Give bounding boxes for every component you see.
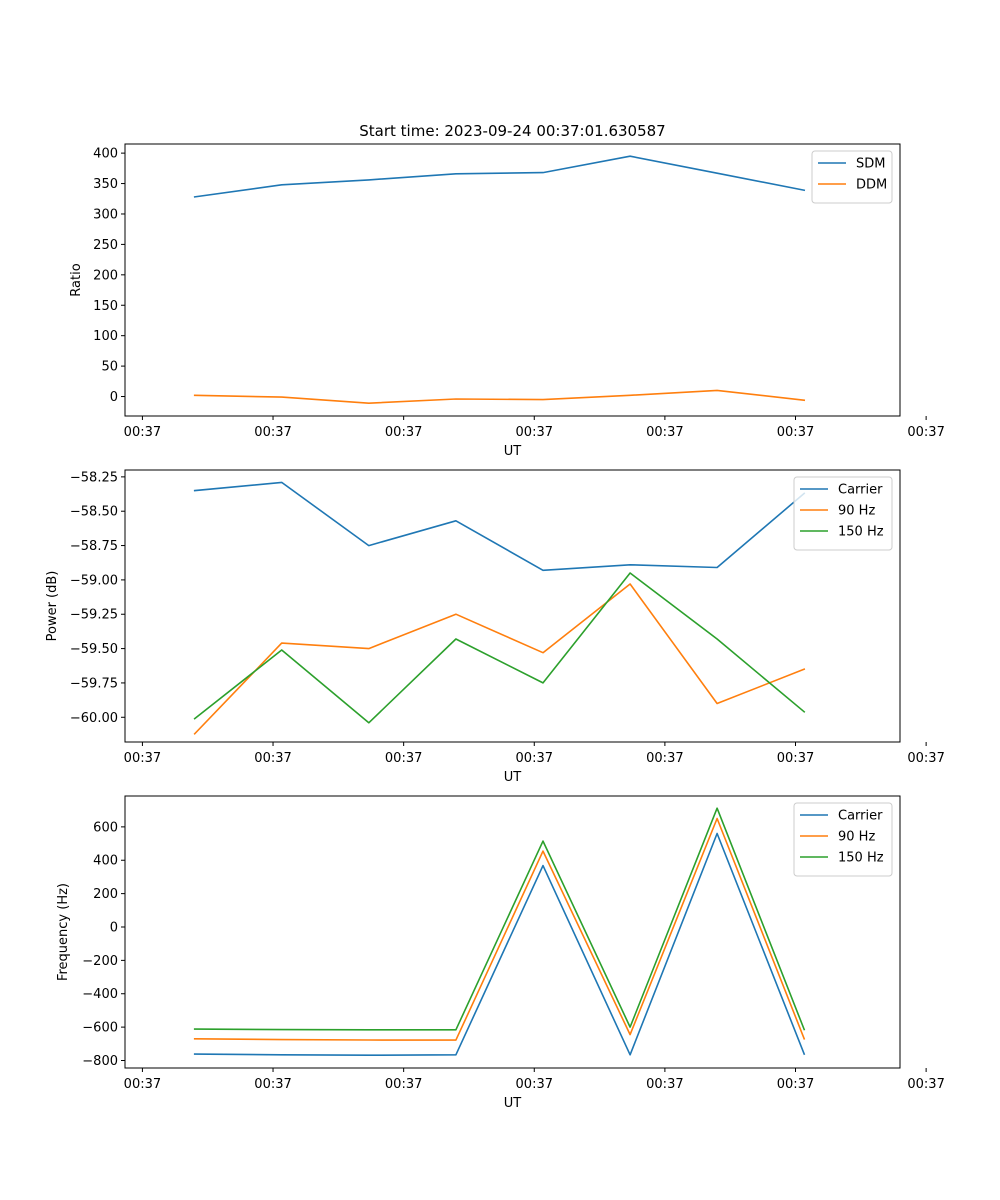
power-y-tick-label: −59.75: [70, 676, 118, 691]
power-x-tick-label: 00:37: [254, 751, 291, 766]
ratio-x-tick-label: 00:37: [646, 425, 683, 440]
ratio-x-tick-label: 00:37: [254, 425, 291, 440]
ratio-x-tick-label: 00:37: [907, 425, 944, 440]
power-y-tick-label: −58.50: [70, 505, 118, 520]
frequency-x-tick-label: 00:37: [124, 1077, 161, 1092]
ratio-series-line-ddm: [193, 389, 806, 405]
frequency-y-tick-label: −400: [82, 987, 118, 1002]
ratio-legend-box: [811, 150, 893, 204]
frequency-x-tick-label: 00:37: [777, 1077, 814, 1092]
ratio-y-tick-label: 350: [93, 177, 118, 192]
power-y-tick-label: −58.25: [70, 470, 118, 485]
ratio-series-line-sdm: [193, 155, 806, 198]
ratio-x-tick-label: 00:37: [385, 425, 422, 440]
frequency-legend-label: 150 Hz: [838, 851, 884, 866]
frequency-x-axis-label: UT: [504, 1096, 522, 1111]
power-y-tick-label: −59.25: [70, 608, 118, 623]
frequency-x-tick-label: 00:37: [646, 1077, 683, 1092]
power-legend-label: Carrier: [838, 483, 883, 498]
frequency-legend-label: 90 Hz: [838, 830, 875, 845]
ratio-y-tick-label: 250: [93, 238, 118, 253]
ratio-panel: 0 50 100 150 200 250 300 350 400 00:37 00:37 00:37 0…: [69, 143, 945, 459]
power-x-tick-label: 00:37: [777, 751, 814, 766]
frequency-y-tick-label: 600: [93, 820, 118, 835]
power-axes-frame: [124, 469, 901, 743]
ratio-legend-label: DDM: [856, 178, 887, 193]
power-y-tick-label: −60.00: [70, 711, 118, 726]
ratio-x-tick-label: 00:37: [124, 425, 161, 440]
frequency-series-line-150-hz: [193, 807, 806, 1031]
power-x-axis-label: UT: [504, 770, 522, 785]
power-series-line-90-hz: [193, 583, 806, 735]
ratio-axes-frame: [124, 143, 901, 417]
power-x-tick-label: 00:37: [907, 751, 944, 766]
power-x-tick-label: 00:37: [124, 751, 161, 766]
ratio-y-tick-label: 150: [93, 299, 118, 314]
ratio-y-tick-label: 0: [110, 390, 118, 405]
power-y-tick-label: −59.50: [70, 642, 118, 657]
ratio-legend-label: SDM: [856, 157, 885, 172]
power-x-tick-label: 00:37: [385, 751, 422, 766]
power-y-axis-label: Power (dB): [45, 571, 60, 642]
power-x-tick-label: 00:37: [516, 751, 553, 766]
power-series-line-carrier: [193, 481, 806, 572]
ratio-y-tick-label: 100: [93, 329, 118, 344]
frequency-y-tick-label: −200: [82, 954, 118, 969]
figure-title: Start time: 2023-09-24 00:37:01.630587: [359, 122, 665, 140]
frequency-x-tick-label: 00:37: [516, 1077, 553, 1092]
frequency-series-line-90-hz: [193, 817, 806, 1041]
frequency-x-tick-label: 00:37: [385, 1077, 422, 1092]
ratio-y-tick-label: 300: [93, 207, 118, 222]
ratio-x-tick-label: 00:37: [516, 425, 553, 440]
power-x-tick-label: 00:37: [646, 751, 683, 766]
frequency-y-tick-label: −600: [82, 1021, 118, 1036]
ratio-y-tick-label: 400: [93, 147, 118, 162]
ratio-y-tick-label: 50: [101, 360, 118, 375]
power-y-tick-label: −59.00: [70, 573, 118, 588]
frequency-series-line-carrier: [193, 832, 806, 1056]
frequency-y-tick-label: 0: [110, 920, 118, 935]
power-series-line-150-hz: [193, 572, 806, 724]
frequency-legend-label: Carrier: [838, 809, 883, 824]
frequency-panel: −800 −600 −400 −200 0 200 400 600 00:37 00:37 00:3…: [56, 795, 945, 1111]
ratio-y-tick-label: 200: [93, 268, 118, 283]
power-legend-label: 150 Hz: [838, 525, 884, 540]
frequency-axes-frame: [124, 795, 901, 1069]
ratio-x-axis-label: UT: [504, 444, 522, 459]
ratio-x-tick-label: 00:37: [777, 425, 814, 440]
frequency-y-tick-label: 400: [93, 854, 118, 869]
power-legend-label: 90 Hz: [838, 504, 875, 519]
frequency-y-tick-label: 200: [93, 887, 118, 902]
frequency-x-tick-label: 00:37: [254, 1077, 291, 1092]
frequency-y-tick-label: −800: [82, 1054, 118, 1069]
ratio-y-axis-label: Ratio: [69, 263, 84, 296]
power-y-tick-label: −58.75: [70, 539, 118, 554]
frequency-y-axis-label: Frequency (Hz): [56, 883, 71, 981]
frequency-x-tick-label: 00:37: [907, 1077, 944, 1092]
power-panel: −60.00 −59.75 −59.50 −59.25 −59.00 −58.75 −58.…: [45, 469, 945, 785]
